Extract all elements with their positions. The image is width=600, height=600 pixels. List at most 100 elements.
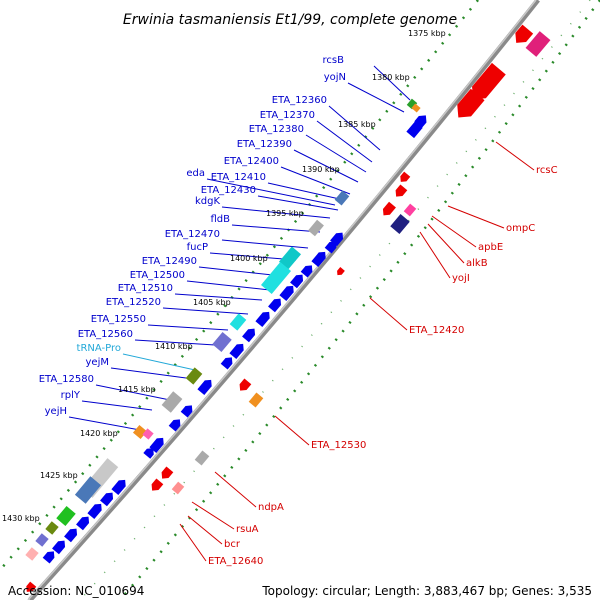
leader-eta-12640 [179, 523, 207, 562]
forward-gene-21 [76, 516, 90, 531]
forward-gene-6 [290, 274, 304, 289]
feature-block-6-shape [260, 262, 292, 294]
forward-gene-20-shape [87, 503, 102, 520]
label-leader-lines [68, 65, 535, 562]
gene-label-eta-12560: ETA_12560 [78, 329, 133, 340]
gene-label-eta-12500: ETA_12500 [130, 270, 185, 281]
forward-gene-labels: rcsB yojN ETA_12360 ETA_12370 ETA_12380 ETA_1… [39, 55, 346, 417]
gene-label-rcsc: rcsC [536, 165, 558, 176]
leader-fldb [231, 224, 321, 233]
reverse-gene-3 [395, 184, 408, 197]
leader-eta-12410 [267, 182, 345, 201]
feature-block-17-shape [56, 506, 76, 526]
feature-block-16-shape [74, 476, 102, 504]
gene-label-eta-12530: ETA_12530 [311, 440, 366, 451]
gene-label-eta-12400: ETA_12400 [224, 156, 279, 167]
gene-label-alkb: alkB [466, 258, 488, 269]
kbp-tick-1400-kbp: 1400 kbp [230, 254, 268, 263]
gene-label-eta-12520: ETA_12520 [106, 297, 161, 308]
feature-block-2-shape [411, 103, 421, 113]
forward-gene-12-shape [220, 357, 233, 370]
forward-gene-0 [406, 121, 423, 139]
kbp-tick-1390-kbp: 1390 kbp [302, 165, 340, 174]
feature-block-5 [278, 246, 302, 270]
leader-eda [206, 178, 336, 206]
reverse-gene-0 [515, 24, 534, 43]
forward-gene-3 [324, 241, 337, 254]
forward-gene-19 [100, 492, 114, 507]
feature-block-20 [25, 547, 39, 561]
feature-block-8 [212, 332, 232, 352]
gene-label-eta-12470: ETA_12470 [165, 229, 220, 240]
forward-gene-22-shape [64, 528, 78, 543]
forward-gene-24-shape [42, 551, 55, 564]
feature-block-14 [171, 481, 185, 495]
forward-gene-3-shape [324, 241, 337, 254]
leader-rcsb [373, 65, 411, 101]
gene-label-eta-12360: ETA_12360 [272, 95, 327, 106]
reverse-gene-4-shape [382, 201, 396, 216]
leader-yejm [110, 367, 187, 379]
leader-eta-12520 [162, 307, 249, 315]
feature-block-13 [194, 450, 210, 466]
outer-dotted-lane [119, 0, 600, 600]
gene-label-yejm: yejM [86, 357, 109, 368]
forward-gene-10-shape [242, 328, 256, 343]
gene-label-eta-12490: ETA_12490 [142, 256, 197, 267]
feature-block-4-shape [308, 219, 324, 237]
reverse-gene-6 [337, 267, 345, 276]
forward-gene-11 [229, 343, 244, 360]
forward-gene-22 [64, 528, 78, 543]
feature-block-9 [185, 367, 203, 385]
reverse-gene-2-shape [457, 88, 485, 118]
forward-gene-13-shape [197, 379, 212, 396]
leader-rsua [191, 501, 235, 530]
reverse-gene-5 [400, 171, 411, 182]
feature-block-12-shape [142, 428, 154, 440]
gene-label-eta-12370: ETA_12370 [260, 110, 315, 121]
forward-gene-21-shape [76, 516, 90, 531]
forward-gene-23 [52, 540, 66, 555]
forward-gene-24 [42, 551, 55, 564]
forward-gene-8-shape [268, 298, 282, 313]
reverse-gene-5-shape [400, 171, 411, 182]
kbp-tick-1385-kbp: 1385 kbp [338, 120, 376, 129]
forward-gene-12 [220, 357, 233, 370]
gene-label-bcr: bcr [224, 539, 241, 550]
kbp-tick-1375-kbp: 1375 kbp [408, 29, 446, 38]
leader-apbe [431, 215, 477, 248]
feature-block-1 [406, 98, 418, 110]
feature-block-18-shape [45, 521, 59, 535]
reverse-gene-7 [239, 378, 252, 391]
gene-label-kdgk: kdgK [195, 196, 220, 207]
forward-gene-0-shape [406, 121, 423, 139]
gene-label-apbe: apbE [478, 242, 503, 253]
forward-gene-20 [87, 503, 102, 520]
feature-block-19-shape [35, 533, 49, 547]
feature-block-4 [308, 219, 324, 237]
feature-block-12 [142, 428, 154, 440]
reverse-gene-8 [161, 466, 174, 479]
leader-ompc [447, 205, 505, 229]
forward-gene-9-shape [255, 311, 270, 328]
feature-block-0-shape [525, 31, 551, 57]
kbp-tick-1410-kbp: 1410 kbp [155, 342, 193, 351]
gene-label-eta-12430: ETA_12430 [201, 185, 256, 196]
forward-gene-15 [168, 419, 181, 432]
reverse-gene-7-shape [239, 378, 252, 391]
reverse-gene-9-shape [151, 478, 164, 491]
forward-gene-4 [311, 251, 326, 268]
kbp-tick-1430-kbp: 1430 kbp [2, 514, 40, 523]
gene-label-eta-12580: ETA_12580 [39, 374, 94, 385]
genome-backbone-highlight [27, 0, 537, 600]
leader-eta-12530 [274, 415, 310, 446]
feature-block-23 [248, 392, 264, 408]
leader-kdgk [221, 206, 331, 219]
accession-label: Accession: NC_010694 [8, 584, 145, 598]
reverse-gene-4 [382, 201, 396, 216]
leader-rcsc [495, 141, 535, 171]
reverse-gene-0-shape [515, 24, 534, 43]
forward-gene-17 [143, 448, 154, 459]
forward-gene-9 [255, 311, 270, 328]
